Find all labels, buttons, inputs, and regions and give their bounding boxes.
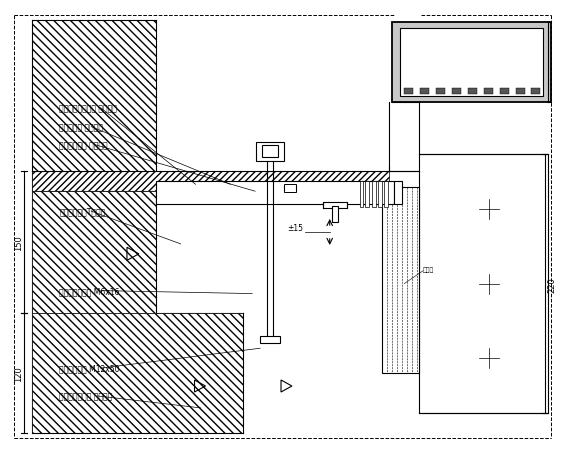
Text: 铝合金挂件 阳极氧化: 铝合金挂件 阳极氧化 [59, 123, 103, 132]
Text: 钉种箍: 钉种箍 [423, 267, 434, 272]
Bar [452, 89, 461, 95]
Bar [468, 89, 477, 95]
Bar [419, 155, 548, 413]
Bar [332, 207, 338, 222]
Circle shape [479, 274, 499, 294]
Bar [385, 182, 389, 207]
Text: 铝合金单元中横框 氟碳喷涂: 铝合金单元中横框 氟碳喷涂 [59, 104, 117, 113]
Text: 220: 220 [547, 276, 556, 292]
Bar [365, 182, 369, 207]
Bar [262, 146, 278, 158]
Bar [32, 314, 243, 433]
Bar [256, 142, 284, 162]
Bar [515, 89, 525, 95]
Text: 150: 150 [14, 235, 23, 251]
Bar [323, 202, 347, 209]
Text: 铝合金转接件 阳极氧化: 铝合金转接件 阳极氧化 [59, 141, 108, 150]
Text: 不锈钢限位螺钉 M6x16: 不锈钢限位螺钉 M6x16 [59, 286, 120, 295]
Bar [500, 89, 509, 95]
Bar [531, 89, 540, 95]
Bar [284, 185, 296, 193]
Bar [420, 89, 429, 95]
Bar [394, 182, 402, 205]
Bar [372, 182, 376, 207]
Bar [32, 21, 156, 172]
Bar [484, 89, 493, 95]
Text: ±15: ±15 [287, 224, 303, 233]
Circle shape [479, 349, 499, 368]
Bar [260, 336, 280, 344]
Bar [32, 172, 389, 192]
Bar [404, 89, 413, 95]
Bar [436, 89, 445, 95]
Bar [400, 29, 543, 97]
Bar [382, 188, 419, 373]
Text: 槽型埋件，配T型螺栓: 槽型埋件，配T型螺栓 [59, 207, 105, 216]
Bar [393, 23, 552, 102]
Text: 铝合金单元竖框 氟碳喷涂: 铝合金单元竖框 氟碳喷涂 [59, 391, 113, 400]
Bar [359, 182, 363, 207]
Circle shape [479, 200, 499, 220]
Bar [32, 192, 156, 314]
Bar [378, 182, 382, 207]
Text: 不锈钢螺栓组 M12x50: 不锈钢螺栓组 M12x50 [59, 364, 120, 373]
Bar [156, 182, 394, 205]
Text: 120: 120 [14, 365, 23, 381]
